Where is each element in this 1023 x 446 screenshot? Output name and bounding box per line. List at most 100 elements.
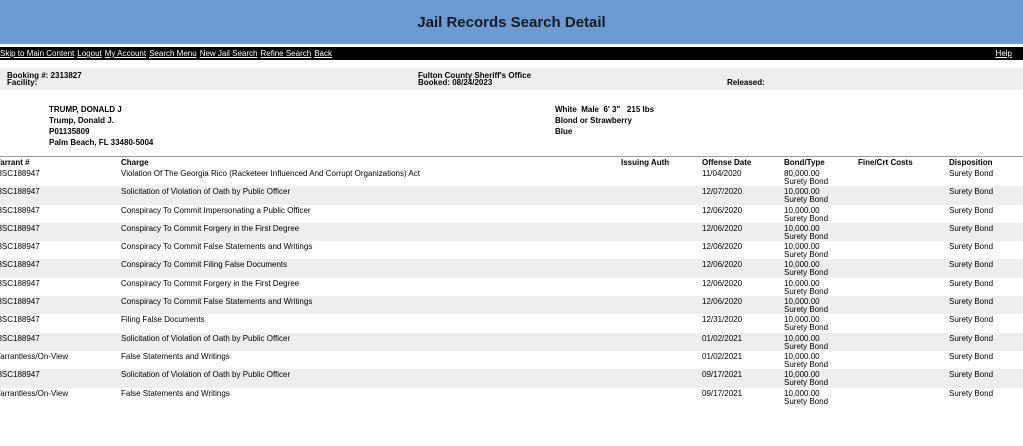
disposition: Surety Bond <box>949 242 994 252</box>
bond-type: Surety Bond <box>784 177 829 186</box>
column-header: Fine/Crt Costs <box>858 158 913 167</box>
bond-amount: 80,000.00 <box>784 169 820 178</box>
warrant-number: 23SC188947 <box>0 242 40 252</box>
charge: Filing False Documents <box>121 315 205 325</box>
table-row: 23SC188947 Conspiracy To Commit Impersona… <box>0 205 1023 223</box>
warrant-number: 23SC188947 <box>0 260 40 270</box>
bond-type: Surety Bond <box>784 378 829 388</box>
disposition: Surety Bond <box>949 333 994 343</box>
bond-amount: 10,000.00 <box>784 260 820 270</box>
table-row: 23SC188947 Conspiracy To Commit False Sta… <box>0 296 1023 315</box>
nav-bar: Skip to Main Content Logout My Account Sear… <box>0 47 1023 60</box>
charge: Conspiracy To Commit Filing False Docume… <box>121 260 288 270</box>
offense-date: 12/07/2020 <box>702 187 743 197</box>
bond-type: Surety Bond <box>784 305 829 315</box>
charge: Conspiracy To Commit Forgery in the Firs… <box>121 223 300 233</box>
disposition: Surety Bond <box>949 260 994 270</box>
person-line: P01135809 <box>49 127 90 136</box>
bond-type: Surety Bond <box>784 359 829 369</box>
disposition: Surety Bond <box>949 223 994 233</box>
charges-table: Warrant # Charge Issuing Auth Offense Date B… <box>0 157 1023 406</box>
disposition: Surety Bond <box>949 315 994 325</box>
agency: Fulton County Sheriff's Office <box>418 71 532 80</box>
warrant-number: 23SC188947 <box>0 205 40 215</box>
bond-type: Surety Bond <box>784 341 829 351</box>
offense-date: 12/06/2020 <box>702 297 743 307</box>
table-row: 23SC188947 Conspiracy To Commit Filing Fa… <box>0 259 1023 278</box>
booking-panel: Booking #: 2313827 Facility: Fulton Coun… <box>0 68 1023 90</box>
table-row: Warrantless/On-View False Statements and … <box>0 388 1023 406</box>
person-detail: Blue <box>555 127 573 136</box>
offense-date: 12/31/2020 <box>702 315 743 325</box>
person-detail: Blond or Strawberry <box>555 116 632 125</box>
nav-link[interactable]: My Account <box>104 49 147 58</box>
charge: Conspiracy To Commit False Statements an… <box>121 297 313 307</box>
offense-date: 12/06/2020 <box>702 205 743 215</box>
warrant-number: Warrantless/On-View <box>0 388 69 398</box>
table-row: 23SC188947 Conspiracy To Commit False Sta… <box>0 241 1023 259</box>
bond-amount: 10,000.00 <box>784 388 820 398</box>
warrant-number: 23SC188947 <box>0 169 40 178</box>
warrant-number: 23SC188947 <box>0 187 40 197</box>
nav-link[interactable]: New Jail Search <box>199 49 258 58</box>
table-row: 23SC188947 Conspiracy To Commit Forgery i… <box>0 278 1023 296</box>
warrant-number: Warrantless/On-View <box>0 351 69 361</box>
bond-type: Surety Bond <box>784 396 829 406</box>
table-row: Warrantless/On-View False Statements and … <box>0 351 1023 369</box>
disposition: Surety Bond <box>949 370 994 380</box>
bond-type: Surety Bond <box>784 195 829 205</box>
nav-link[interactable]: Skip to Main Content <box>0 49 75 58</box>
person-line: Palm Beach, FL 33480-5004 <box>49 138 154 147</box>
nav-link[interactable]: Logout <box>77 49 102 58</box>
disposition: Surety Bond <box>949 351 994 361</box>
booked-date: Booked: 08/24/2023 <box>418 78 493 87</box>
offense-date: 12/06/2020 <box>702 260 743 270</box>
disposition: Surety Bond <box>949 278 994 288</box>
offense-date: 12/06/2020 <box>702 242 743 252</box>
offense-date: 12/06/2020 <box>702 278 743 288</box>
column-header: Warrant # <box>0 158 30 167</box>
charge: Solicitation of Violation of Oath by Pub… <box>121 333 291 343</box>
charge: Conspiracy To Commit Impersonating a Pub… <box>121 205 311 215</box>
person-line: Trump, Donald J. <box>49 116 114 125</box>
bond-amount: 10,000.00 <box>784 242 820 252</box>
bond-type: Surety Bond <box>784 286 829 296</box>
bond-amount: 10,000.00 <box>784 187 820 197</box>
charge: False Statements and Writings <box>121 388 230 398</box>
nav-link[interactable]: Search Menu <box>149 49 197 58</box>
nav-link[interactable]: Refine Search <box>260 49 312 58</box>
help-link[interactable]: Help <box>995 49 1012 58</box>
warrant-number: 23SC188947 <box>0 333 40 343</box>
bond-amount: 10,000.00 <box>784 278 820 288</box>
nav-link[interactable]: Back <box>314 49 332 58</box>
disposition: Surety Bond <box>949 205 994 215</box>
table-row: 23SC188947 Solicitation of Violation of O… <box>0 186 1023 205</box>
table-row: 23SC188947 Filing False Documents 12/31/20… <box>0 314 1023 332</box>
charge: Solicitation of Violation of Oath by Pub… <box>121 370 291 380</box>
bond-type: Surety Bond <box>784 250 829 260</box>
charge: Conspiracy To Commit False Statements an… <box>121 242 313 252</box>
disposition: Surety Bond <box>949 169 994 178</box>
bond-amount: 10,000.00 <box>784 205 820 215</box>
column-header: Offense Date <box>702 158 752 167</box>
released: Released: <box>727 78 765 87</box>
offense-date: 12/06/2020 <box>702 223 743 233</box>
charge: Conspiracy To Commit Forgery in the Firs… <box>121 278 300 288</box>
bond-amount: 10,000.00 <box>784 370 820 380</box>
offense-date: 09/17/2021 <box>702 388 743 398</box>
table-row: 23SC188947 Solicitation of Violation of O… <box>0 369 1023 388</box>
person-line: TRUMP, DONALD J <box>49 105 122 114</box>
bond-type: Surety Bond <box>784 213 829 223</box>
charge: False Statements and Writings <box>121 351 230 361</box>
bond-amount: 10,000.00 <box>784 315 820 325</box>
offense-date: 01/02/2021 <box>702 333 743 343</box>
column-header: Issuing Auth <box>621 158 670 167</box>
disposition: Surety Bond <box>949 297 994 307</box>
warrant-number: 23SC188947 <box>0 297 40 307</box>
facility: Facility: <box>7 78 38 87</box>
bond-type: Surety Bond <box>784 268 829 278</box>
bond-amount: 10,000.00 <box>784 351 820 361</box>
person-detail: White Male 6' 3" 215 lbs <box>555 105 655 114</box>
offense-date: 11/04/2020 <box>702 169 742 178</box>
table-row: 23SC188947 Conspiracy To Commit Forgery i… <box>0 222 1023 242</box>
